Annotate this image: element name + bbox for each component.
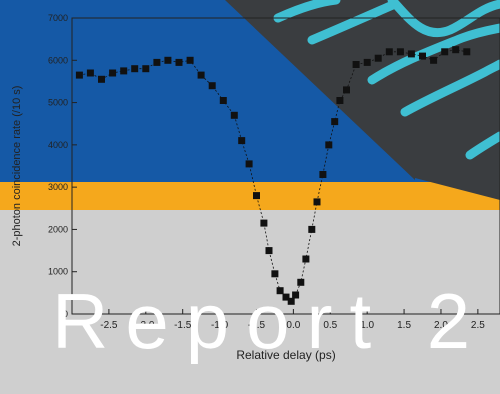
data-point	[131, 65, 139, 73]
x-tick-label: -2.0	[137, 320, 155, 331]
x-tick-label: 0.5	[323, 320, 337, 331]
data-point	[175, 58, 183, 66]
x-tick-label: 0.0	[286, 320, 300, 331]
x-tick-label: -2.5	[100, 320, 118, 331]
y-tick-label: 6000	[48, 55, 68, 65]
data-point	[325, 141, 333, 149]
data-point	[287, 297, 295, 305]
data-point	[153, 58, 161, 66]
data-point	[197, 71, 205, 79]
data-point	[308, 225, 316, 233]
y-tick-label: 4000	[48, 140, 68, 150]
x-tick-label: 1.0	[360, 320, 374, 331]
x-tick-label: -1.5	[174, 320, 192, 331]
y-axis-ticks: 0 1000 2000 3000 4000 5000 6000 7000	[48, 13, 77, 319]
data-point	[363, 58, 371, 66]
data-points	[75, 46, 471, 305]
data-point	[441, 48, 449, 56]
data-point	[230, 111, 238, 119]
data-point	[302, 255, 310, 263]
data-point	[385, 48, 393, 56]
data-point	[336, 97, 344, 104]
data-point	[331, 118, 339, 126]
x-axis-label: Relative delay (ps)	[236, 348, 335, 362]
data-point	[186, 56, 194, 64]
data-point	[265, 247, 273, 255]
x-tick-label: 2.0	[434, 320, 448, 331]
y-tick-label: 3000	[48, 182, 68, 192]
data-point	[98, 75, 105, 83]
data-point	[292, 291, 300, 299]
data-point	[407, 50, 415, 58]
x-tick-label: 2.5	[471, 320, 485, 331]
data-point	[430, 56, 438, 64]
data-point	[463, 48, 471, 56]
data-point	[276, 287, 284, 295]
data-point	[86, 69, 94, 77]
x-axis-ticks: -2.5 -2.0 -1.5 -1.0 -0.5 0.0 0.5 1.0 1.5 2.0 2.5	[100, 309, 485, 331]
data-point	[352, 61, 360, 68]
x-tick-label: 1.5	[397, 320, 411, 331]
y-tick-label: 7000	[48, 13, 68, 23]
data-point	[219, 97, 227, 104]
background-gray-band	[0, 210, 500, 394]
y-tick-label: 0	[63, 309, 68, 319]
data-point	[109, 69, 117, 77]
data-point	[142, 65, 150, 73]
data-point	[396, 48, 404, 56]
data-point	[245, 160, 253, 168]
data-point	[452, 46, 460, 54]
data-point	[319, 171, 327, 178]
data-point	[374, 54, 382, 62]
x-tick-label: -1.0	[211, 320, 229, 331]
data-point	[164, 56, 172, 64]
y-axis-label: 2-photon coincidence rate (/10 s)	[11, 86, 23, 247]
y-tick-label: 2000	[48, 224, 68, 234]
data-point	[260, 219, 268, 227]
overlay-caption: Report 2	[52, 277, 488, 365]
data-point	[343, 86, 350, 94]
data-point	[297, 278, 305, 286]
data-point	[253, 192, 260, 200]
data-point	[271, 270, 279, 278]
y-tick-label: 1000	[48, 267, 68, 277]
data-point	[75, 71, 83, 79]
plot-frame	[71, 17, 500, 315]
x-tick-label: -0.5	[248, 320, 266, 331]
data-point	[282, 293, 290, 301]
data-point	[208, 82, 216, 90]
y-tick-label: 5000	[48, 98, 68, 108]
decorative-cyan-strokes	[273, 0, 500, 160]
data-point	[120, 67, 128, 75]
background-orange-band	[0, 182, 500, 210]
data-point	[419, 52, 426, 60]
data-point	[238, 137, 246, 145]
data-point	[313, 198, 321, 206]
